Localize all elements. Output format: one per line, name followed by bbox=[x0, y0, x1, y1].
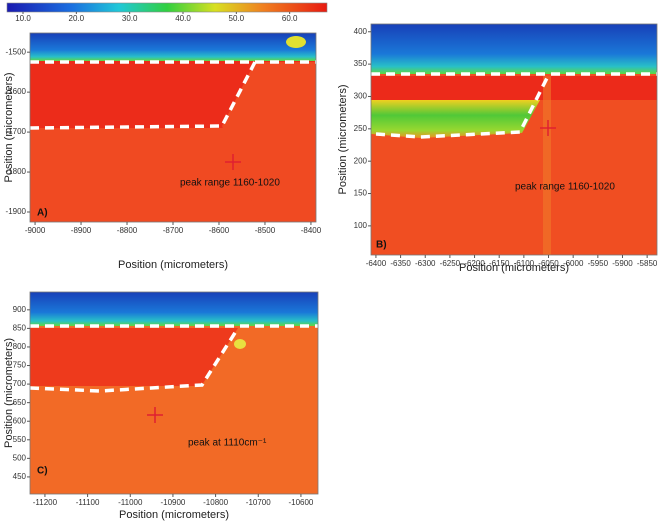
plot-frame bbox=[29, 291, 319, 495]
x-tick-label: -10600 bbox=[288, 498, 313, 507]
colorbar-tick-label: 40.0 bbox=[175, 14, 191, 23]
y-tick-label: 750 bbox=[13, 361, 27, 370]
y-tick-label: 100 bbox=[354, 221, 368, 230]
y-tick-label: -1800 bbox=[6, 167, 27, 176]
annotation: peak range 1160-1020 bbox=[180, 178, 280, 189]
x-tick-label: -10800 bbox=[203, 498, 228, 507]
x-tick-label: -6000 bbox=[563, 259, 584, 268]
x-axis-label: Position (micrometers) bbox=[118, 259, 228, 271]
y-tick-label: 150 bbox=[354, 189, 368, 198]
x-tick-label: -5950 bbox=[588, 259, 609, 268]
x-tick-label: -8400 bbox=[301, 226, 322, 235]
x-axis-label: Position (micrometers) bbox=[459, 262, 569, 274]
y-tick-label: 800 bbox=[13, 342, 27, 351]
y-tick-label: 400 bbox=[354, 27, 368, 36]
x-tick-label: -6400 bbox=[366, 259, 387, 268]
y-tick-label: -1700 bbox=[6, 127, 27, 136]
heatmap-b bbox=[371, 24, 657, 255]
plot-frame bbox=[370, 23, 658, 256]
y-tick-label: 500 bbox=[13, 453, 27, 462]
crosshair bbox=[225, 154, 241, 170]
y-axis-label: Position (micrometers) bbox=[337, 84, 349, 194]
x-tick-label: -11100 bbox=[76, 498, 100, 507]
x-tick-label: -10700 bbox=[246, 498, 271, 507]
x-tick-label: -9000 bbox=[25, 226, 46, 235]
colorbar-tick-label: 20.0 bbox=[69, 14, 85, 23]
x-tick-label: -8900 bbox=[71, 226, 92, 235]
y-tick-label: 900 bbox=[13, 305, 27, 314]
x-tick-label: -8800 bbox=[117, 226, 138, 235]
x-tick-label: -6150 bbox=[489, 259, 510, 268]
annotation: peak range 1160-1020 bbox=[515, 182, 615, 193]
y-axis-label: Position (micrometers) bbox=[3, 338, 15, 448]
y-tick-label: 600 bbox=[13, 416, 27, 425]
x-tick-label: -8600 bbox=[209, 226, 230, 235]
y-tick-label: 700 bbox=[13, 379, 27, 388]
y-axis-label: Position (micrometers) bbox=[3, 72, 15, 182]
x-tick-label: -5850 bbox=[637, 259, 658, 268]
x-tick-label: -6200 bbox=[464, 259, 485, 268]
x-tick-label: -5900 bbox=[612, 259, 633, 268]
y-tick-label: 250 bbox=[354, 124, 368, 133]
x-tick-label: -6300 bbox=[415, 259, 436, 268]
panel-label: A) bbox=[37, 208, 48, 219]
y-tick-label: -1900 bbox=[6, 207, 27, 216]
heatmap-c bbox=[29, 292, 318, 494]
crosshair bbox=[147, 407, 163, 423]
colorbar-tick-label: 60.0 bbox=[282, 14, 298, 23]
y-tick-label: 850 bbox=[13, 323, 27, 332]
y-tick-label: 200 bbox=[354, 156, 368, 165]
y-tick-label: 450 bbox=[13, 472, 27, 481]
x-tick-label: -8700 bbox=[163, 226, 184, 235]
y-tick-label: 300 bbox=[354, 92, 368, 101]
x-tick-label: -11200 bbox=[33, 498, 58, 507]
panel-label: C) bbox=[37, 466, 48, 477]
x-tick-label: -6250 bbox=[440, 259, 461, 268]
x-axis-label: Position (micrometers) bbox=[119, 509, 229, 521]
annotation: peak at 1110cm⁻¹ bbox=[188, 438, 267, 449]
colorbar-tick-label: 30.0 bbox=[122, 14, 138, 23]
x-tick-label: -8500 bbox=[255, 226, 276, 235]
y-tick-label: -1600 bbox=[6, 87, 27, 96]
y-tick-label: 650 bbox=[13, 398, 27, 407]
crosshair bbox=[540, 120, 556, 136]
colorbar-tick-label: 50.0 bbox=[229, 14, 245, 23]
heatmap-a bbox=[29, 33, 316, 222]
x-tick-label: -11000 bbox=[118, 498, 143, 507]
colorbar bbox=[6, 2, 328, 13]
panel-label: B) bbox=[376, 240, 387, 251]
y-tick-label: -1500 bbox=[6, 47, 27, 56]
x-tick-label: -6350 bbox=[390, 259, 411, 268]
y-tick-label: 550 bbox=[13, 435, 27, 444]
colorbar-tick-label: 10.0 bbox=[15, 14, 31, 23]
x-tick-label: -6100 bbox=[514, 259, 535, 268]
x-tick-label: -6050 bbox=[538, 259, 559, 268]
y-tick-label: 350 bbox=[354, 59, 368, 68]
x-tick-label: -10900 bbox=[160, 498, 185, 507]
